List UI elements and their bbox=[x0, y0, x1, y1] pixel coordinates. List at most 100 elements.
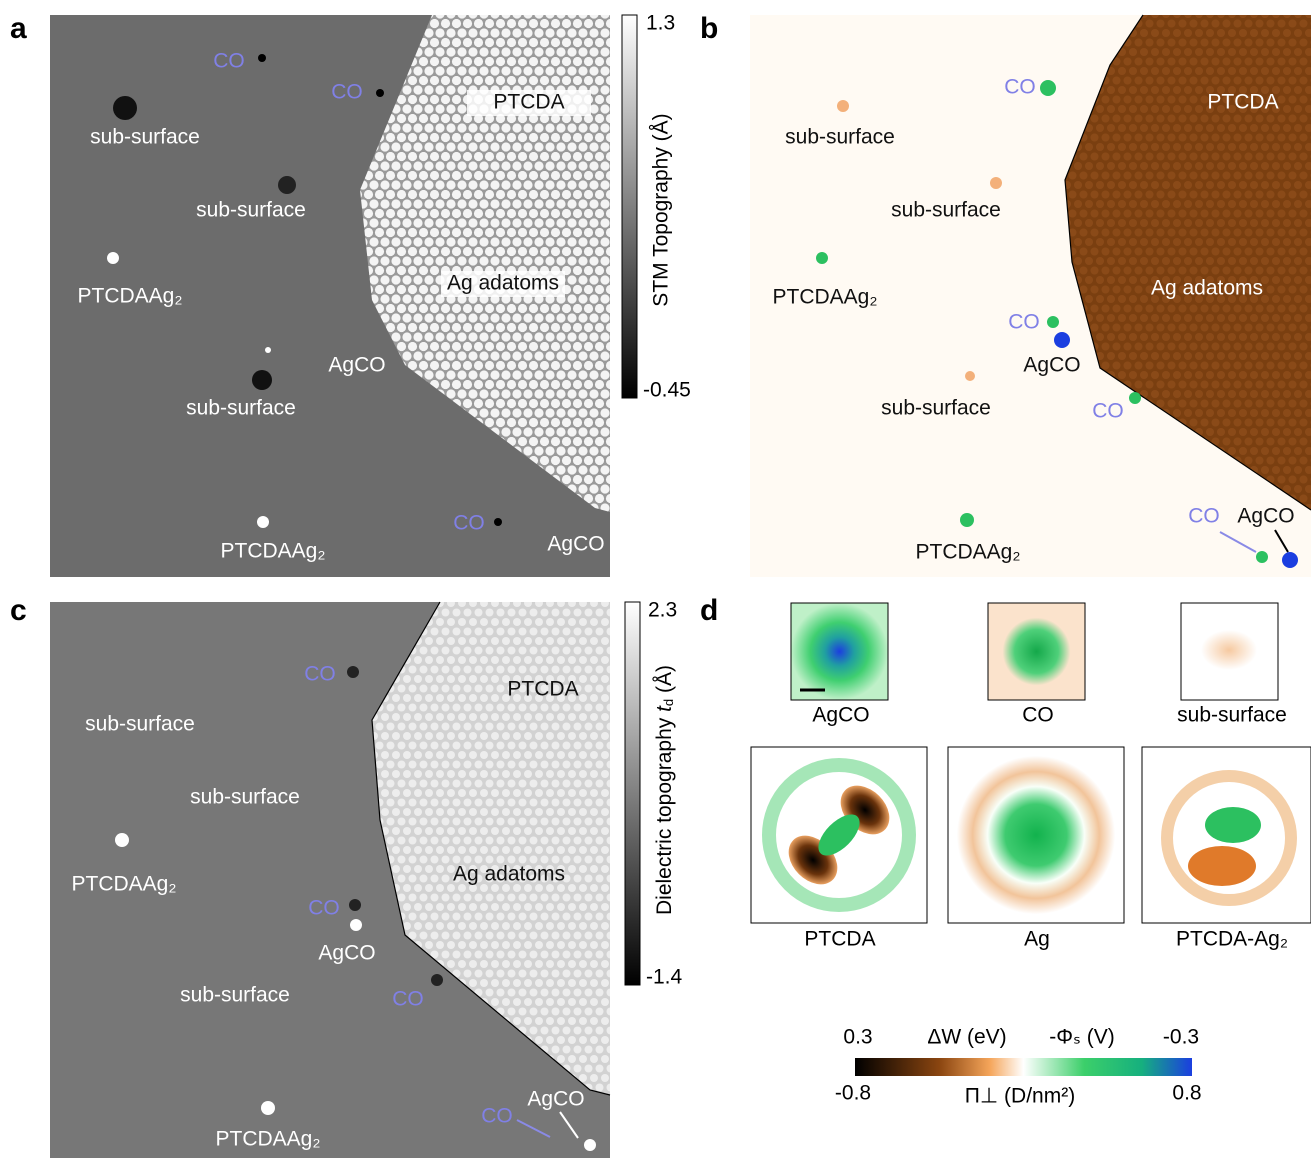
annotation: PTCDAAg₂ bbox=[772, 286, 877, 309]
annotation: Ag adatoms bbox=[1151, 277, 1263, 300]
spot bbox=[1040, 80, 1056, 96]
thumb-label: sub-surface bbox=[1177, 704, 1287, 727]
light-region bbox=[372, 602, 610, 1095]
annotation: AgCO bbox=[547, 533, 604, 556]
spot bbox=[257, 516, 269, 528]
thumb-label: PTCDA-Ag₂ bbox=[1176, 928, 1288, 951]
label-box bbox=[467, 90, 591, 116]
spot bbox=[252, 370, 272, 390]
annotation: PTCDA bbox=[507, 678, 578, 701]
panel-label: a bbox=[10, 12, 27, 45]
cb-label: 0.8 bbox=[1172, 1082, 1201, 1105]
annotation: CO bbox=[1008, 311, 1040, 334]
annotation: sub-surface bbox=[190, 786, 300, 809]
annotation: sub-surface bbox=[196, 199, 306, 222]
cb-label: ΔW (eV) bbox=[927, 1026, 1006, 1049]
annotation: AgCO bbox=[328, 354, 385, 377]
brown-region bbox=[1065, 15, 1311, 510]
annotation: CO bbox=[1092, 400, 1124, 423]
annotation: AgCO bbox=[1237, 505, 1294, 528]
annotation: sub-surface bbox=[90, 126, 200, 149]
spot bbox=[990, 177, 1002, 189]
annotation: PTCDAAg₂ bbox=[71, 873, 176, 896]
thumb-ag bbox=[947, 746, 1125, 924]
spot bbox=[349, 899, 361, 911]
spot bbox=[494, 518, 502, 526]
lobe bbox=[818, 814, 860, 856]
colorbar-a bbox=[621, 14, 638, 399]
spot bbox=[1256, 551, 1268, 563]
annotation: sub-surface bbox=[180, 984, 290, 1007]
spot bbox=[265, 347, 271, 353]
annotation: PTCDA bbox=[493, 91, 564, 114]
panel-label: d bbox=[700, 594, 718, 627]
spot bbox=[1047, 316, 1059, 328]
spot bbox=[1129, 392, 1141, 404]
annotation: CO bbox=[331, 81, 363, 104]
cb-title-text: Dielectric topography bbox=[653, 712, 676, 915]
lobe bbox=[1205, 807, 1261, 843]
cb-max: 2.3 bbox=[648, 599, 677, 622]
thumb-label: Ag bbox=[1024, 928, 1050, 951]
cb-title: STM Topography (Å) bbox=[650, 113, 673, 306]
annotation: sub-surface bbox=[85, 713, 195, 736]
panel-label: c bbox=[10, 594, 27, 627]
spot bbox=[837, 100, 849, 112]
cb-label: -0.3 bbox=[1163, 1026, 1199, 1049]
spot bbox=[1282, 552, 1298, 568]
spot bbox=[350, 919, 362, 931]
annotation: Ag adatoms bbox=[453, 863, 565, 886]
spot bbox=[113, 96, 137, 120]
spot bbox=[278, 176, 296, 194]
annotation: CO bbox=[1004, 76, 1036, 99]
colorbar-d bbox=[855, 1058, 1192, 1076]
label-box bbox=[441, 271, 565, 297]
spot bbox=[261, 1101, 275, 1115]
annotation: sub-surface bbox=[186, 397, 296, 420]
spot bbox=[431, 974, 443, 986]
annotation: CO bbox=[453, 512, 485, 535]
cb-title: Dielectric topography td (Å) bbox=[653, 665, 677, 915]
annotation: AgCO bbox=[318, 942, 375, 965]
annotation: AgCO bbox=[527, 1088, 584, 1111]
cb-label: 0.3 bbox=[843, 1026, 872, 1049]
thumb-co bbox=[987, 602, 1086, 701]
annotation: CO bbox=[308, 897, 340, 920]
ring bbox=[1161, 770, 1297, 906]
spot bbox=[258, 54, 266, 62]
colorbar-c bbox=[624, 601, 641, 986]
arrow bbox=[1274, 529, 1289, 553]
boundary bbox=[1064, 14, 1311, 511]
cb-label: Π⊥ (D/nm²) bbox=[965, 1085, 1075, 1108]
cb-min: -0.45 bbox=[643, 379, 691, 402]
spot bbox=[107, 252, 119, 264]
spot bbox=[960, 513, 974, 527]
boundary bbox=[371, 601, 611, 1096]
annotation: PTCDAAg₂ bbox=[77, 285, 182, 308]
lattice-region bbox=[360, 15, 610, 512]
thumb-agco bbox=[790, 602, 889, 701]
annotation: sub-surface bbox=[785, 126, 895, 149]
annotation: CO bbox=[213, 50, 245, 73]
spot bbox=[965, 371, 975, 381]
annotation: sub-surface bbox=[891, 199, 1001, 222]
cb-title-sub: d bbox=[661, 699, 676, 706]
spot bbox=[584, 1139, 596, 1151]
annotation: sub-surface bbox=[881, 397, 991, 420]
ring bbox=[762, 758, 916, 912]
arrow bbox=[559, 1111, 579, 1139]
annotation: CO bbox=[1188, 505, 1220, 528]
blob bbox=[1201, 630, 1257, 670]
cb-title-var: t bbox=[653, 705, 676, 712]
annotation: Ag adatoms bbox=[447, 272, 559, 295]
cb-max: 1.3 bbox=[646, 12, 675, 35]
cb-title-unit: (Å) bbox=[653, 665, 676, 699]
cb-label: -Φₛ (V) bbox=[1049, 1026, 1114, 1049]
spot bbox=[347, 666, 359, 678]
panel-label: b bbox=[700, 12, 718, 45]
annotation: PTCDAAg₂ bbox=[215, 1128, 320, 1151]
thumb-label: AgCO bbox=[812, 704, 869, 727]
annotation: PTCDA bbox=[1207, 91, 1278, 114]
cb-label: -0.8 bbox=[835, 1082, 871, 1105]
